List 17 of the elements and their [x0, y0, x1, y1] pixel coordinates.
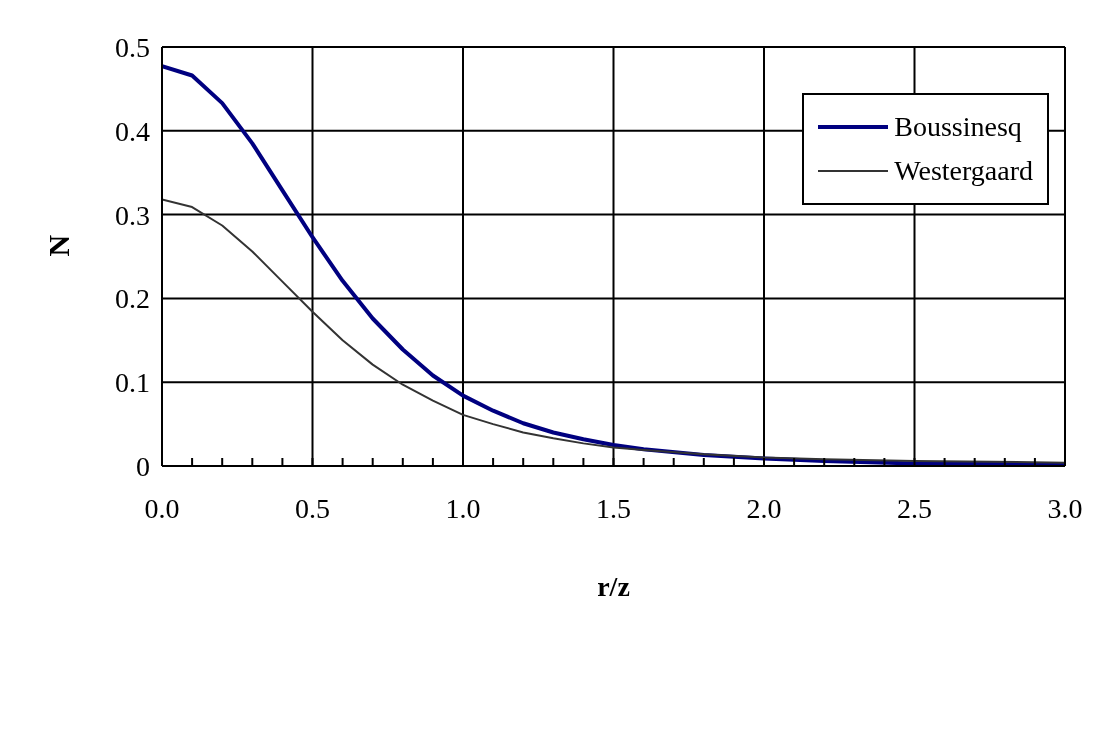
y-tick-label: 0.2 — [115, 283, 150, 315]
y-axis-title: N — [41, 234, 75, 257]
x-tick-label: 2.5 — [897, 492, 932, 524]
legend-label: Westergaard — [894, 155, 1033, 187]
y-tick-label: 0.4 — [115, 115, 150, 147]
x-tick-label: 1.5 — [596, 492, 631, 524]
x-tick-label: 3.0 — [1047, 492, 1083, 524]
x-axis-title: r/z — [597, 571, 630, 602]
y-tick-label: 0.5 — [115, 31, 150, 63]
x-tick-label: 1.0 — [445, 492, 481, 524]
y-tick-label: 0.3 — [115, 199, 150, 231]
y-tick-label: 0 — [136, 450, 150, 482]
y-tick-label: 0.1 — [115, 367, 150, 399]
x-tick-label: 0.5 — [295, 492, 330, 524]
legend-label: Boussinesq — [894, 111, 1022, 143]
x-tick-label: 2.0 — [746, 492, 782, 524]
x-tick-label: 0.0 — [144, 492, 180, 524]
